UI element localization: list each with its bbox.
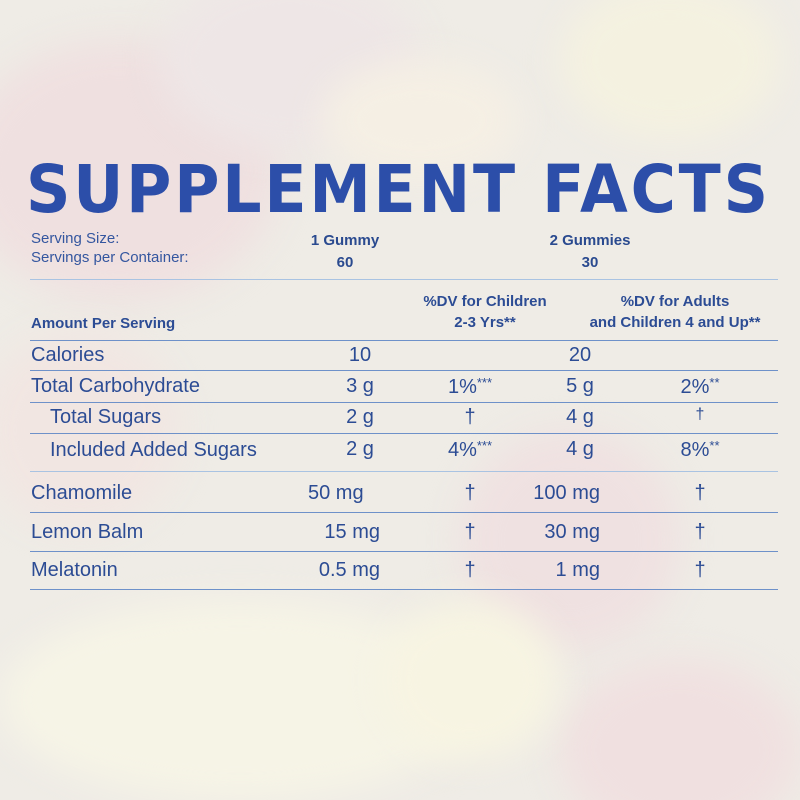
header-dv-adults-line1: %DV for Adults bbox=[620, 293, 730, 310]
row-label: Included Added Sugars bbox=[50, 439, 257, 461]
amount-col1: 3 g bbox=[346, 375, 374, 397]
amount-col1: 15 mg bbox=[324, 521, 380, 543]
amount-col1: 50 mg bbox=[308, 482, 364, 504]
dv-col1: † bbox=[464, 482, 476, 504]
dv-col1: 1%*** bbox=[447, 375, 493, 398]
amount-col1: 2 g bbox=[346, 438, 374, 460]
serving-size-label: Serving Size: bbox=[31, 230, 120, 247]
servings-per-container-label: Servings per Container: bbox=[31, 249, 189, 266]
amount-col1: 0.5 mg bbox=[318, 559, 380, 581]
rule bbox=[30, 471, 778, 472]
serving-size-col1: 1 Gummy bbox=[310, 232, 380, 249]
rule bbox=[30, 512, 778, 513]
row-label: Chamomile bbox=[31, 482, 133, 504]
amount-col1: 2 g bbox=[346, 406, 374, 428]
row-label: Calories bbox=[31, 344, 105, 366]
dv-col1: † bbox=[464, 559, 476, 581]
rule bbox=[30, 589, 778, 590]
amount-col2: 30 mg bbox=[544, 521, 600, 543]
dv-col2: † bbox=[694, 521, 706, 543]
dv-col2: † bbox=[695, 406, 705, 423]
serving-size-col2: 2 Gummies bbox=[549, 232, 631, 249]
amount-col1: 10 bbox=[348, 344, 372, 366]
header-dv-adults-line2: and Children 4 and Up** bbox=[589, 314, 761, 331]
dv-col1: 4%*** bbox=[447, 438, 493, 461]
row-label: Lemon Balm bbox=[31, 521, 144, 543]
amount-col2: 4 g bbox=[566, 438, 594, 460]
rule bbox=[30, 370, 778, 371]
amount-col2: 1 mg bbox=[555, 559, 600, 581]
dv-col2: † bbox=[694, 559, 706, 581]
header-dv-children-line2: 2-3 Yrs** bbox=[454, 314, 516, 331]
dv-col2: 8%** bbox=[680, 438, 720, 461]
header-dv-children-line1: %DV for Children bbox=[423, 293, 547, 310]
rule bbox=[30, 551, 778, 552]
dv-col2: † bbox=[694, 482, 706, 504]
row-label: Total Sugars bbox=[50, 406, 162, 428]
amount-col2: 100 mg bbox=[533, 482, 600, 504]
panel-title: SUPPLEMENT FACTS bbox=[26, 151, 771, 228]
dv-col1: † bbox=[464, 521, 476, 543]
dv-col2: 2%** bbox=[680, 375, 720, 398]
amount-col2: 5 g bbox=[566, 375, 594, 397]
servings-col1: 60 bbox=[336, 254, 354, 271]
row-label: Total Carbohydrate bbox=[31, 375, 200, 397]
rule bbox=[30, 433, 778, 434]
row-label: Melatonin bbox=[31, 559, 118, 581]
rule bbox=[30, 279, 778, 280]
amount-col2: 4 g bbox=[566, 406, 594, 428]
servings-col2: 30 bbox=[581, 254, 599, 271]
rule bbox=[30, 402, 778, 403]
dv-col1: † bbox=[464, 406, 476, 428]
header-amount-per-serving: Amount Per Serving bbox=[31, 315, 176, 332]
rule bbox=[30, 340, 778, 341]
amount-col2: 20 bbox=[568, 344, 592, 366]
